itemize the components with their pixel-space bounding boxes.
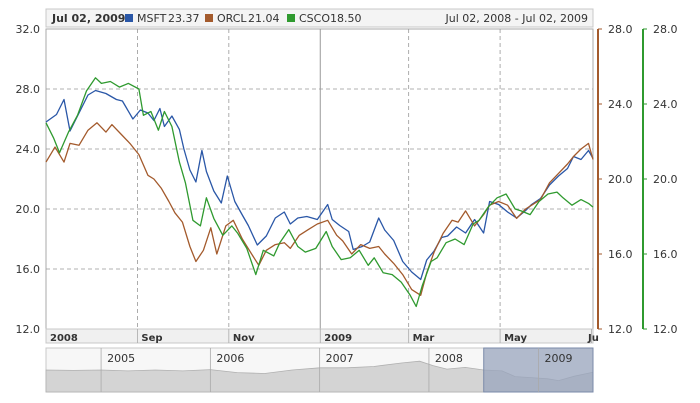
y-left-tick-label: 20.0 — [16, 203, 41, 216]
legend-date: Jul 02, 2009: — [51, 12, 130, 25]
orcl-axis-tick-label: 20.0 — [608, 173, 633, 186]
x-tick-label: Ju — [587, 333, 599, 344]
csco-axis-tick-label: 24.0 — [653, 98, 678, 111]
x-tick-label: May — [504, 333, 527, 344]
navigator-year-label: 2006 — [216, 352, 244, 365]
y-left-tick-label: 28.0 — [16, 83, 41, 96]
csco-axis-tick-label: 28.0 — [653, 23, 678, 36]
y-left-tick-label: 24.0 — [16, 143, 41, 156]
csco-axis-tick-label: 16.0 — [653, 248, 678, 261]
legend-bar — [45, 8, 594, 28]
orcl-legend-value: 21.04 — [248, 12, 280, 25]
orcl-axis-tick-label: 16.0 — [608, 248, 633, 261]
navigator-year-label: 2007 — [326, 352, 354, 365]
axis-labels: 32.0 28.0 24.0 20.0 16.0 12.0 28.0 24.0 20.0 16.0… — [16, 23, 678, 336]
x-tick-label: Mar — [413, 333, 435, 344]
csco-axis-tick-label: 20.0 — [653, 173, 678, 186]
y-left-tick-label: 32.0 — [16, 23, 41, 36]
msft-line — [45, 89, 594, 281]
orcl-axis-tick-label: 12.0 — [608, 323, 633, 336]
msft-legend-value: 23.37 — [168, 12, 200, 25]
plot-area — [45, 28, 594, 330]
navigator-year-label: 2008 — [435, 352, 463, 365]
orcl-legend-swatch — [205, 14, 213, 22]
date-range-label: Jul 02, 2008 - Jul 02, 2009 — [445, 12, 588, 25]
orcl-axis-tick-label: 28.0 — [608, 23, 633, 36]
x-tick-label: Nov — [233, 333, 255, 344]
navigator-year-label: 2009 — [545, 352, 573, 365]
msft-legend-swatch — [125, 14, 133, 22]
y-left-tick-label: 12.0 — [16, 323, 41, 336]
x-tick-label: 2008 — [50, 333, 78, 344]
navigator-year-label: 2005 — [107, 352, 135, 365]
csco-axis-tick-label: 12.0 — [653, 323, 678, 336]
orcl-line — [45, 122, 594, 296]
msft-legend-name: MSFT — [137, 12, 167, 25]
x-tick-label: 2009 — [324, 333, 352, 344]
navigator-content: 2005 2006 2007 2008 2009 — [45, 347, 594, 393]
x-tick-label: Sep — [141, 333, 162, 344]
x-axis-ticks: 2008 Sep Nov 2009 Mar May Ju — [50, 329, 599, 344]
x-axis-band — [45, 328, 594, 344]
csco-legend-name: CSCO — [299, 12, 330, 25]
csco-line — [45, 77, 594, 308]
series-layer — [45, 77, 594, 308]
csco-legend-swatch — [287, 14, 295, 22]
grid-lines — [46, 29, 593, 329]
orcl-axis-tick-label: 24.0 — [608, 98, 633, 111]
csco-legend-value: 18.50 — [330, 12, 362, 25]
y-left-tick-label: 16.0 — [16, 263, 41, 276]
orcl-legend-name: ORCL — [217, 12, 247, 25]
